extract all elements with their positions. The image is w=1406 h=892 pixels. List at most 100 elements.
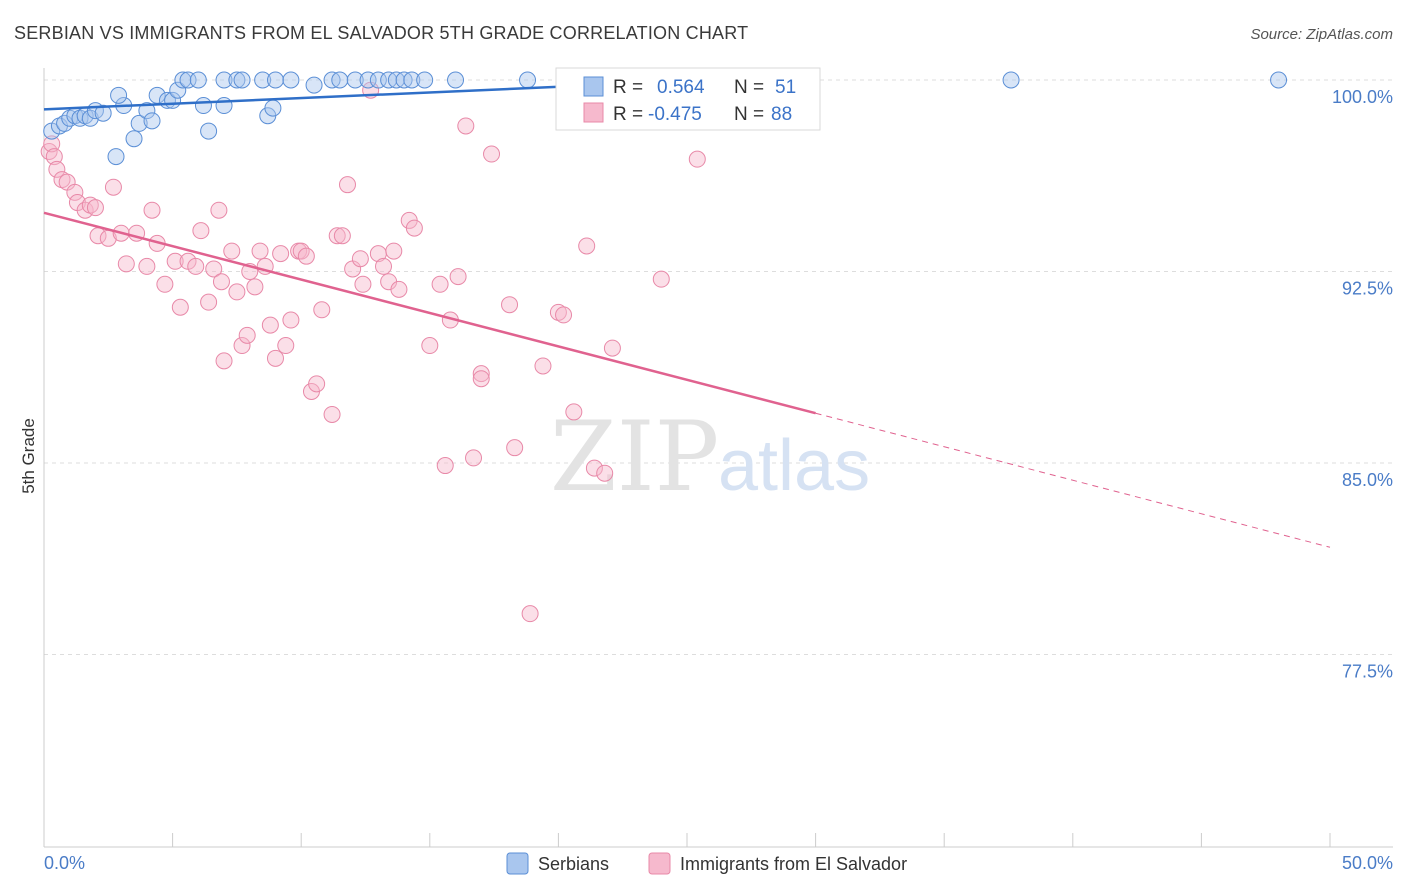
elsalvador-point-9 xyxy=(81,196,99,214)
elsalvador-point-51 xyxy=(328,227,346,245)
elsalvador-trend-line-extension xyxy=(815,412,1331,548)
elsalvador-point-3 xyxy=(48,160,66,178)
elsalvador-point-4 xyxy=(53,171,71,189)
elsalvador-point-72 xyxy=(472,365,490,383)
y-axis-title: 5th Grade xyxy=(19,418,38,494)
serbians-point-52 xyxy=(1270,71,1288,89)
elsalvador-point-59 xyxy=(375,257,393,275)
elsalvador-point-84 xyxy=(596,464,614,482)
elsalvador-point-2 xyxy=(45,148,63,166)
x-ticks xyxy=(43,833,1331,847)
x-tick-label-max: 50.0% xyxy=(1342,853,1393,873)
serbians-point-33 xyxy=(266,71,284,89)
elsalvador-point-87 xyxy=(688,150,706,168)
elsalvador-point-37 xyxy=(251,242,269,260)
stats-legend-n-label-2: N = xyxy=(734,104,764,125)
series-legend: Serbians Immigrants from El Salvador xyxy=(506,852,907,875)
x-tick-label-min: 0.0% xyxy=(44,853,85,873)
elsalvador-point-65 xyxy=(421,337,439,355)
elsalvador-point-78 xyxy=(534,357,552,375)
elsalvador-point-52 xyxy=(333,227,351,245)
elsalvador-point-36 xyxy=(246,278,264,296)
serbians-point-46 xyxy=(447,71,465,89)
serbians-point-15 xyxy=(138,102,156,120)
elsalvador-point-73 xyxy=(472,370,490,388)
serbians-point-30 xyxy=(254,71,272,89)
stats-legend-swatch-serbians xyxy=(583,76,604,97)
chart-title: SERBIAN VS IMMIGRANTS FROM EL SALVADOR 5… xyxy=(14,23,748,43)
serbians-point-34 xyxy=(282,71,300,89)
elsalvador-point-10 xyxy=(86,199,104,217)
serbians-point-29 xyxy=(233,71,251,89)
y-tick-label-2: 85.0% xyxy=(1342,470,1393,490)
serbians-point-12 xyxy=(110,86,128,104)
serbians-point-13 xyxy=(125,130,143,148)
elsalvador-point-17 xyxy=(138,257,156,275)
y-tick-label-3: 77.5% xyxy=(1342,662,1393,682)
stats-legend-r-label-2: R = xyxy=(613,104,643,125)
elsalvador-point-21 xyxy=(166,252,184,270)
y-tick-label-1: 92.5% xyxy=(1342,279,1393,299)
serbians-point-9 xyxy=(94,104,112,122)
elsalvador-point-64 xyxy=(405,219,423,237)
elsalvador-point-67 xyxy=(436,457,454,475)
serbians-point-27 xyxy=(215,71,233,89)
elsalvador-point-83 xyxy=(585,459,603,477)
elsalvador-point-61 xyxy=(385,242,403,260)
serbians-point-16 xyxy=(143,112,161,130)
serbians-point-40 xyxy=(369,71,387,89)
serbians-point-10 xyxy=(107,148,125,166)
elsalvador-point-77 xyxy=(521,605,539,623)
series-elsalvador-points xyxy=(40,81,706,623)
serbians-point-24 xyxy=(194,97,212,115)
elsalvador-point-31 xyxy=(223,242,241,260)
legend-label-serbians: Serbians xyxy=(538,854,609,874)
elsalvador-point-79 xyxy=(549,303,567,321)
elsalvador-point-13 xyxy=(104,178,122,196)
serbians-point-14 xyxy=(130,114,148,132)
axes xyxy=(43,68,1393,848)
elsalvador-point-46 xyxy=(297,247,315,265)
elsalvador-point-24 xyxy=(187,257,205,275)
elsalvador-point-81 xyxy=(565,403,583,421)
serbians-point-21 xyxy=(174,71,192,89)
elsalvador-point-70 xyxy=(457,117,475,135)
legend-swatch-elsalvador xyxy=(648,852,671,875)
elsalvador-point-53 xyxy=(338,176,356,194)
serbians-point-47 xyxy=(519,71,537,89)
elsalvador-point-76 xyxy=(506,439,524,457)
elsalvador-point-62 xyxy=(390,280,408,298)
elsalvador-point-50 xyxy=(323,405,341,423)
elsalvador-point-82 xyxy=(578,237,596,255)
serbians-point-39 xyxy=(359,71,377,89)
elsalvador-point-41 xyxy=(272,245,290,263)
serbians-point-35 xyxy=(305,76,323,94)
elsalvador-point-85 xyxy=(603,339,621,357)
elsalvador-point-66 xyxy=(431,275,449,293)
elsalvador-point-22 xyxy=(171,298,189,316)
elsalvador-point-43 xyxy=(282,311,300,329)
stats-legend-swatch-elsalvador xyxy=(583,102,604,123)
serbians-point-26 xyxy=(215,97,233,115)
elsalvador-point-32 xyxy=(228,283,246,301)
elsalvador-point-1 xyxy=(43,135,61,153)
elsalvador-point-15 xyxy=(117,255,135,273)
elsalvador-point-49 xyxy=(313,301,331,319)
serbians-point-20 xyxy=(169,81,187,99)
elsalvador-point-55 xyxy=(351,250,369,268)
elsalvador-point-69 xyxy=(449,268,467,286)
elsalvador-point-33 xyxy=(233,337,251,355)
elsalvador-point-40 xyxy=(266,349,284,367)
serbians-point-32 xyxy=(264,99,282,117)
elsalvador-point-86 xyxy=(652,270,670,288)
elsalvador-point-74 xyxy=(483,145,501,163)
gridlines xyxy=(44,79,1393,655)
elsalvador-point-39 xyxy=(261,316,279,334)
elsalvador-point-56 xyxy=(354,275,372,293)
serbians-point-44 xyxy=(403,71,421,89)
serbians-point-25 xyxy=(200,122,218,140)
elsalvador-point-80 xyxy=(555,306,573,324)
serbians-point-37 xyxy=(331,71,349,89)
elsalvador-point-45 xyxy=(292,242,310,260)
